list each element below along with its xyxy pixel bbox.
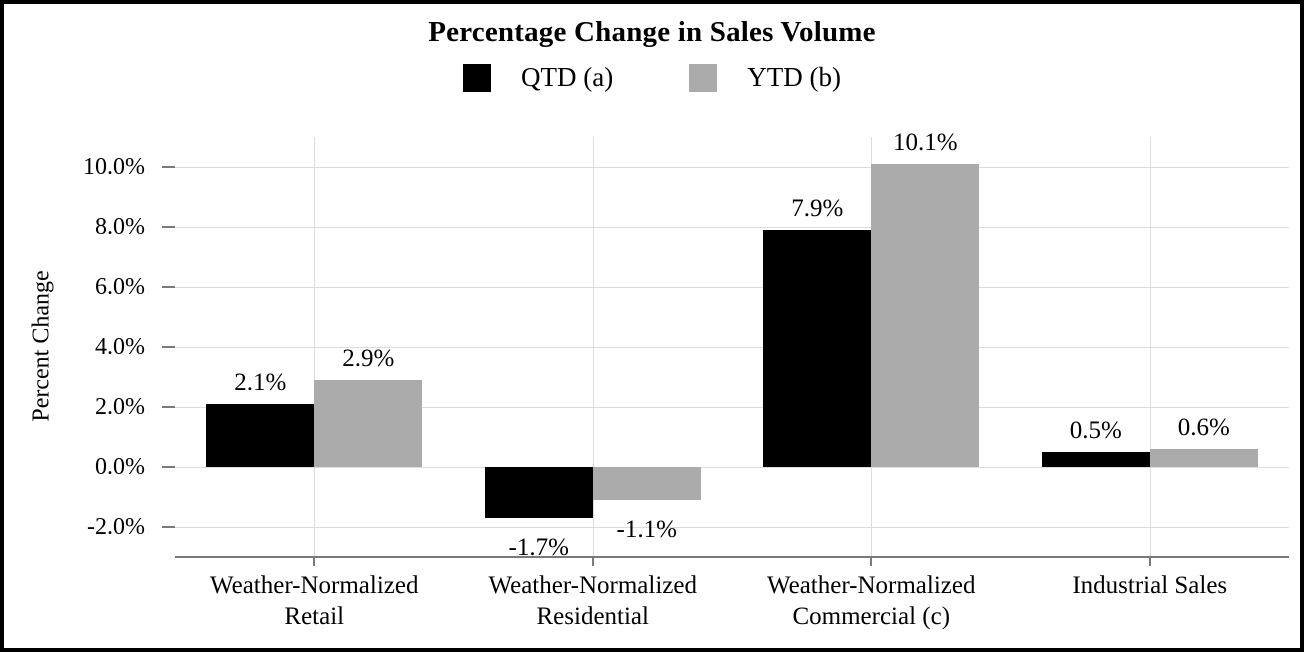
y-tick-mark bbox=[162, 226, 175, 228]
y-tick-label: 10.0% bbox=[83, 154, 145, 180]
bar-ytd bbox=[592, 467, 701, 500]
value-label: 7.9% bbox=[791, 195, 844, 222]
legend-label-qtd: QTD (a) bbox=[521, 62, 614, 92]
value-label: -1.1% bbox=[616, 516, 677, 543]
bar-ytd bbox=[314, 380, 423, 467]
bar-qtd bbox=[484, 467, 593, 518]
y-axis-title: Percent Change bbox=[28, 270, 55, 422]
y-tick-mark bbox=[162, 526, 175, 528]
legend-item-qtd: QTD (a) bbox=[463, 62, 613, 93]
y-tick-label: 6.0% bbox=[95, 274, 145, 300]
gridline-h bbox=[175, 346, 1289, 348]
gridline-h bbox=[175, 226, 1289, 228]
qtd-swatch-icon bbox=[463, 63, 492, 92]
legend-label-ytd: YTD (b) bbox=[747, 62, 841, 92]
gridline-v bbox=[1150, 137, 1151, 557]
gridline-h bbox=[175, 526, 1289, 528]
x-tick-mark bbox=[313, 557, 315, 566]
x-tick-mark bbox=[1149, 557, 1151, 566]
x-axis-line bbox=[175, 556, 1289, 558]
y-tick-mark bbox=[162, 166, 175, 168]
value-label: 2.9% bbox=[342, 345, 395, 372]
x-category-label: Weather-Normalized Retail bbox=[210, 572, 419, 630]
chart-title: Percentage Change in Sales Volume bbox=[428, 16, 876, 48]
y-tick-label: 4.0% bbox=[95, 334, 145, 360]
y-tick-mark bbox=[162, 286, 175, 288]
bar-ytd bbox=[1149, 449, 1258, 467]
y-tick-label: -2.0% bbox=[87, 514, 145, 540]
x-tick-mark bbox=[870, 557, 872, 566]
plot-area: 10.0% 8.0% 6.0% 4.0% 2.0% 0.0% -2.0% Weather-No… bbox=[83, 129, 1289, 630]
x-category-label: Weather-Normalized Residential bbox=[488, 572, 697, 630]
value-label: 0.5% bbox=[1069, 417, 1122, 444]
legend: QTD (a) YTD (b) bbox=[4, 62, 1300, 93]
gridline-v bbox=[314, 137, 315, 557]
gridline-h bbox=[175, 286, 1289, 288]
x-category-label: Industrial Sales bbox=[1072, 572, 1228, 599]
value-label: 2.1% bbox=[234, 369, 287, 396]
x-category-label: Weather-Normalized Commercial (c) bbox=[767, 572, 976, 630]
value-label: 0.6% bbox=[1177, 414, 1230, 441]
bar-qtd bbox=[206, 404, 315, 467]
ytd-swatch-icon bbox=[689, 63, 718, 92]
bar-qtd bbox=[1041, 452, 1150, 467]
y-tick-mark bbox=[162, 466, 175, 468]
gridline-h bbox=[175, 166, 1289, 168]
y-tick-mark bbox=[162, 346, 175, 348]
y-tick-mark bbox=[162, 406, 175, 408]
gridline-h bbox=[175, 466, 1289, 468]
value-label: 10.1% bbox=[892, 129, 958, 156]
gridline-h bbox=[175, 406, 1289, 408]
bar-qtd bbox=[763, 230, 872, 467]
y-tick-label: 8.0% bbox=[95, 214, 145, 240]
x-tick-mark bbox=[592, 557, 594, 566]
legend-item-ytd: YTD (b) bbox=[689, 62, 841, 93]
bar-ytd bbox=[871, 164, 980, 467]
y-tick-label: 0.0% bbox=[95, 454, 145, 480]
gridline-v bbox=[593, 137, 594, 557]
y-tick-label: 2.0% bbox=[95, 394, 145, 420]
